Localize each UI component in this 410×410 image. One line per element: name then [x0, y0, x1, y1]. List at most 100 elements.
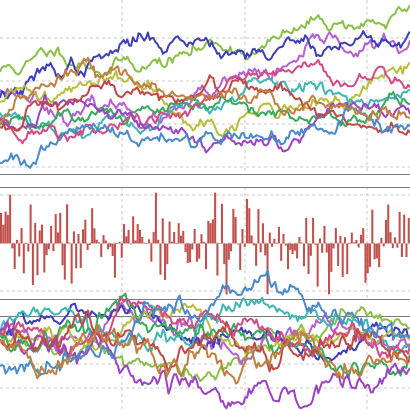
noise-bar [400, 243, 403, 257]
noise-bar [277, 226, 280, 244]
noise-bar [362, 228, 365, 244]
noise-bar [211, 219, 214, 244]
noise-bar [348, 243, 351, 245]
noise-bar [314, 243, 317, 245]
series-line-6 [0, 91, 410, 130]
noise-bar [337, 243, 340, 266]
noise-bar [328, 243, 331, 295]
series-line-8 [0, 320, 410, 410]
noise-bar [13, 243, 16, 269]
noise-bar [287, 243, 290, 270]
series-line-11 [0, 56, 410, 125]
noise-bar [387, 204, 390, 244]
noise-bar [284, 243, 287, 246]
noise-bar [113, 243, 116, 278]
noise-bar [305, 217, 308, 244]
noise-bar [31, 243, 34, 286]
noise-bar [129, 243, 132, 245]
noise-bar [273, 238, 276, 244]
noise-bar [261, 223, 264, 244]
noise-bar [91, 208, 94, 244]
noise-bar [77, 234, 80, 244]
noise-bar [123, 224, 126, 244]
noise-bar [359, 234, 362, 244]
noise-bar [209, 223, 212, 244]
noise-bar [205, 243, 208, 270]
noise-bar [45, 243, 48, 256]
noise-bar [257, 209, 260, 244]
noise-bar [216, 243, 219, 276]
noise-bar [63, 243, 66, 280]
noise-bar [66, 204, 69, 244]
noise-bar [102, 235, 105, 244]
noise-bar [364, 243, 367, 283]
noise-bar [52, 243, 55, 252]
noise-bar [59, 212, 62, 244]
noise-bar [34, 222, 37, 244]
noise-bar [366, 243, 369, 274]
noise-bar [20, 228, 23, 244]
series-line-9 [0, 309, 410, 374]
noise-bar [218, 243, 221, 244]
noise-bar [125, 236, 128, 244]
noise-bar [116, 243, 119, 244]
noise-bar [234, 217, 237, 244]
series-line-1 [0, 4, 410, 77]
panel-frame [0, 187, 410, 300]
noise-bar [175, 243, 178, 245]
noise-bar [88, 243, 91, 245]
noise-bar [259, 243, 262, 253]
noise-bar [296, 243, 299, 259]
noise-bar [357, 243, 360, 248]
noise-bar [47, 243, 50, 250]
noise-bar [241, 229, 244, 244]
noise-bar [111, 243, 114, 256]
noise-bar [202, 241, 205, 244]
noise-bar [22, 243, 25, 274]
noise-bar [250, 235, 253, 244]
series-line-10 [0, 104, 410, 169]
noise-bar [227, 243, 230, 260]
noise-bar [300, 242, 303, 244]
noise-bar [389, 232, 392, 244]
noise-bar [4, 211, 7, 244]
noise-bar [84, 219, 87, 244]
noise-bar [166, 243, 169, 265]
noise-bar [280, 243, 283, 261]
noise-bar [70, 243, 73, 284]
noise-bar [382, 243, 385, 247]
noise-bar [246, 199, 249, 244]
noise-bar [145, 243, 148, 244]
noise-bar [373, 243, 376, 260]
noise-bar [25, 243, 28, 245]
noise-bar [396, 243, 399, 248]
noise-bar [346, 243, 349, 275]
noise-bar [355, 239, 358, 244]
noise-bar [54, 214, 57, 244]
noise-bar [323, 225, 326, 244]
noise-bar [264, 243, 267, 256]
noise-bar [214, 192, 217, 244]
noise-bar [378, 243, 381, 268]
noise-bar [184, 243, 187, 253]
noise-bar [239, 243, 242, 270]
noise-bar [15, 239, 18, 244]
noise-bar [43, 243, 46, 273]
noise-bar [403, 214, 406, 244]
noise-bar [312, 217, 315, 244]
noise-bar [223, 243, 226, 265]
noise-bar [38, 230, 41, 244]
noise-bar [268, 232, 271, 244]
noise-bar [159, 243, 162, 275]
noise-bar [330, 243, 333, 272]
noise-bar [143, 242, 146, 244]
noise-bar [141, 237, 144, 244]
noise-bar [353, 242, 356, 244]
noise-bar [104, 240, 107, 244]
noise-bar [334, 227, 337, 244]
noise-bar [275, 243, 278, 244]
series-line-2 [0, 31, 410, 130]
noise-bar [255, 243, 258, 266]
noise-bar [148, 239, 151, 244]
noise-bar [100, 243, 103, 257]
